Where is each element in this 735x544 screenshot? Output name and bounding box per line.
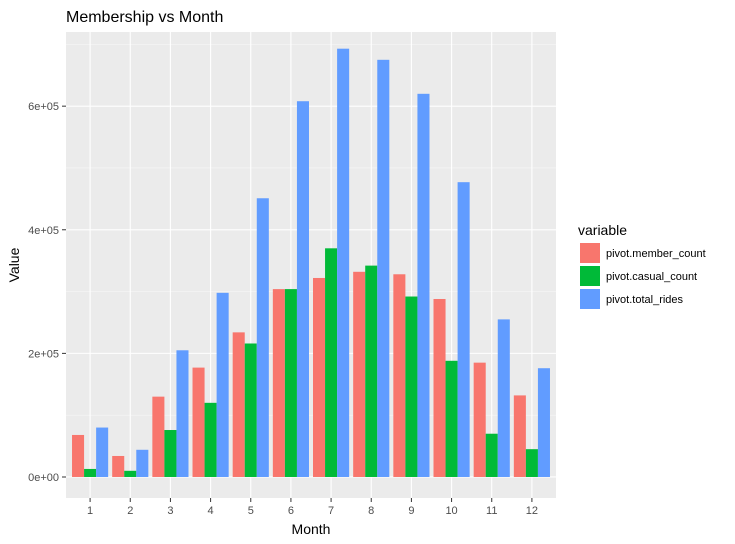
bar-pivot-member_count-3 — [152, 396, 165, 477]
bar-pivot-total_rides-4 — [216, 292, 229, 477]
bar-pivot-casual_count-10 — [445, 360, 458, 477]
bar-pivot-casual_count-9 — [405, 296, 418, 477]
bar-pivot-casual_count-3 — [164, 430, 177, 477]
x-tick-label: 9 — [408, 505, 414, 517]
bar-pivot-total_rides-1 — [96, 427, 109, 477]
bar-pivot-total_rides-8 — [377, 59, 390, 477]
x-tick-label: 4 — [208, 505, 214, 517]
bar-pivot-total_rides-9 — [417, 93, 430, 477]
bar-pivot-total_rides-3 — [176, 350, 189, 477]
x-axis-ticks: 1 2 3 4 5 6 7 8 9 10 11 12 — [87, 498, 538, 517]
bar-pivot-casual_count-1 — [84, 468, 97, 477]
bar-pivot-member_count-11 — [473, 362, 486, 477]
x-tick-label: 5 — [248, 505, 254, 517]
bar-pivot-total_rides-2 — [136, 449, 149, 477]
bar-pivot-total_rides-12 — [537, 368, 550, 477]
legend: variable pivot.member_count pivot.casual_… — [578, 222, 706, 309]
bar-pivot-casual_count-12 — [525, 449, 538, 477]
chart-title: Membership vs Month — [66, 9, 223, 26]
bar-pivot-total_rides-6 — [296, 101, 309, 477]
bar-pivot-casual_count-8 — [365, 265, 378, 477]
legend-key-pivot-member_count — [580, 243, 600, 263]
x-tick-label: 6 — [288, 505, 294, 517]
bar-pivot-casual_count-6 — [284, 289, 297, 477]
bar-pivot-member_count-7 — [313, 277, 326, 477]
y-tick-label: 6e+05 — [28, 101, 59, 113]
x-tick-label: 1 — [87, 505, 93, 517]
bar-pivot-member_count-1 — [72, 434, 85, 477]
bar-pivot-total_rides-10 — [457, 182, 470, 477]
bar-pivot-member_count-4 — [192, 367, 205, 477]
x-tick-label: 10 — [445, 505, 457, 517]
bar-pivot-casual_count-7 — [325, 248, 338, 477]
x-tick-label: 7 — [328, 505, 334, 517]
bar-pivot-total_rides-5 — [256, 198, 269, 477]
y-axis-title: Value — [6, 247, 22, 282]
bar-pivot-member_count-2 — [112, 455, 125, 477]
x-tick-label: 11 — [486, 505, 497, 517]
bar-pivot-member_count-12 — [513, 395, 526, 477]
legend-label: pivot.member_count — [606, 248, 706, 260]
bar-pivot-member_count-9 — [393, 274, 406, 477]
bars — [72, 48, 550, 477]
bar-pivot-casual_count-5 — [244, 343, 257, 477]
bar-pivot-casual_count-11 — [485, 433, 498, 477]
bar-pivot-member_count-10 — [433, 298, 446, 477]
bar-pivot-total_rides-7 — [337, 48, 350, 477]
x-tick-label: 8 — [368, 505, 374, 517]
legend-label: pivot.casual_count — [606, 271, 697, 283]
y-tick-label: 0e+00 — [28, 472, 59, 484]
legend-key-pivot-casual_count — [580, 266, 600, 286]
bar-pivot-member_count-8 — [353, 271, 366, 477]
y-axis-ticks: 0e+00 2e+05 4e+05 6e+05 — [28, 101, 66, 484]
legend-key-pivot-total_rides — [580, 289, 600, 309]
x-tick-label: 2 — [127, 505, 133, 517]
legend-label: pivot.total_rides — [606, 294, 684, 306]
bar-pivot-total_rides-11 — [497, 319, 510, 477]
bar-pivot-member_count-6 — [272, 289, 285, 477]
bar-pivot-casual_count-4 — [204, 402, 217, 477]
x-tick-label: 3 — [167, 505, 173, 517]
y-tick-label: 2e+05 — [28, 348, 59, 360]
x-axis-title: Month — [292, 521, 331, 537]
x-tick-label: 12 — [526, 505, 538, 517]
bar-pivot-member_count-5 — [232, 332, 245, 477]
bar-pivot-casual_count-2 — [124, 470, 137, 477]
y-tick-label: 4e+05 — [28, 225, 59, 237]
legend-title: variable — [578, 222, 627, 238]
